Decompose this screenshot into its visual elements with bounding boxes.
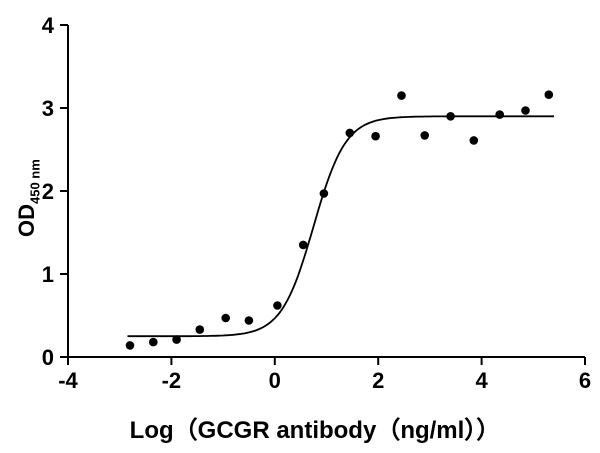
y-tick-label: 1 xyxy=(42,262,54,287)
data-point xyxy=(221,313,230,323)
data-point xyxy=(244,316,254,325)
y-axis-label-main: OD xyxy=(14,204,39,237)
y-tick-label: 2 xyxy=(42,179,54,204)
data-point xyxy=(195,325,205,334)
x-tick-label: 2 xyxy=(372,368,384,393)
y-tick-label: 0 xyxy=(42,345,54,370)
data-point xyxy=(273,301,282,310)
data-point xyxy=(544,90,554,99)
x-tick-label: 6 xyxy=(579,368,591,393)
data-point xyxy=(172,335,181,344)
x-tick-label: 4 xyxy=(475,368,488,393)
data-point xyxy=(420,131,430,140)
x-tick-label: -2 xyxy=(162,368,182,393)
y-tick-label: 4 xyxy=(42,13,55,38)
axes xyxy=(60,24,586,365)
data-point xyxy=(521,106,530,115)
x-axis-label: Log（GCGR antibody（ng/ml）） xyxy=(129,417,501,444)
data-point xyxy=(446,112,455,121)
fit-curve xyxy=(127,115,554,338)
data-point xyxy=(319,189,329,198)
tick-labels: -4 -2 0 2 4 6 0 1 2 3 4 xyxy=(42,13,591,393)
y-tick-label: 3 xyxy=(42,96,54,121)
data-point xyxy=(298,240,308,250)
data-point xyxy=(125,341,135,350)
y-axis-label: OD450 nm xyxy=(14,159,42,237)
x-tick-label: -4 xyxy=(58,368,78,393)
data-point xyxy=(345,128,355,138)
data-point xyxy=(149,337,158,347)
data-point xyxy=(371,131,380,141)
y-axis-label-subscript: 450 nm xyxy=(27,159,43,204)
data-point xyxy=(469,136,479,145)
data-point xyxy=(495,110,505,119)
data-point xyxy=(397,91,406,100)
x-tick-label: 0 xyxy=(269,368,281,393)
data-points xyxy=(125,90,554,350)
